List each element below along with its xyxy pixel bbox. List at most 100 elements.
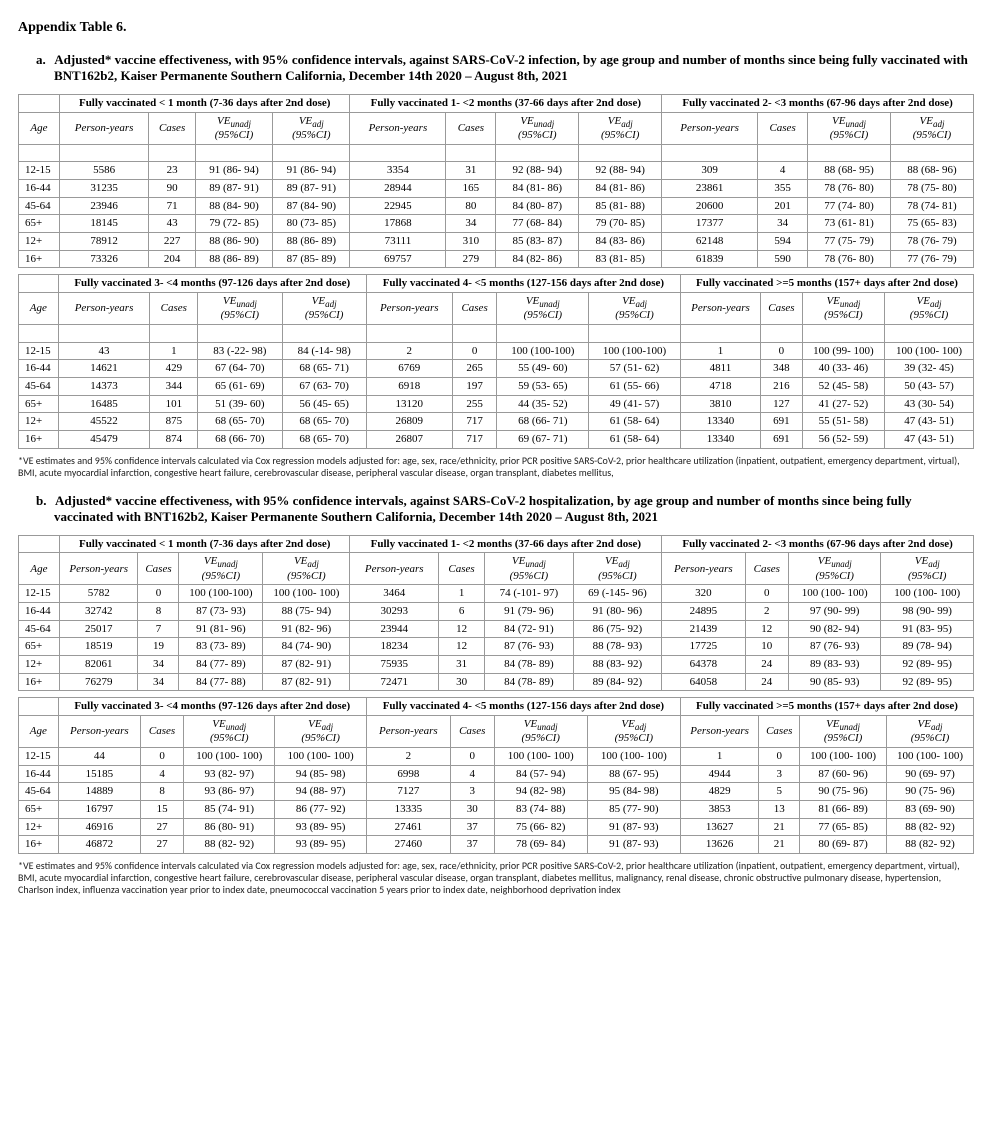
age-cell: 16-44	[19, 765, 59, 783]
data-cell: 265	[452, 360, 497, 378]
data-cell: 74 (-101- 97)	[485, 585, 574, 603]
table-row: 16+7332620488 (86- 89)87 (85- 89)6975727…	[19, 250, 974, 268]
sub-header: VEadj(95%CI)	[573, 553, 662, 585]
data-cell: 75935	[350, 655, 439, 673]
data-cell: 12	[439, 638, 485, 656]
data-cell: 100 (100- 100)	[885, 342, 974, 360]
data-cell: 16485	[58, 395, 150, 413]
age-cell: 16+	[19, 250, 60, 268]
group-header: Fully vaccinated 1- <2 months (37-66 day…	[350, 535, 662, 553]
data-cell: 41 (27- 52)	[802, 395, 884, 413]
data-cell: 14621	[58, 360, 150, 378]
data-cell: 94 (88- 97)	[275, 783, 366, 801]
data-cell: 65 (61- 69)	[198, 378, 282, 396]
data-cell: 7	[138, 620, 179, 638]
data-cell: 84 (82- 86)	[496, 250, 579, 268]
sub-header: Cases	[150, 292, 198, 324]
data-cell: 77 (74- 80)	[808, 197, 891, 215]
data-table: Fully vaccinated 3- <4 months (97-126 da…	[18, 274, 974, 448]
data-cell: 23944	[350, 620, 439, 638]
table-row: 45-641437334465 (61- 69)67 (63- 70)69181…	[19, 378, 974, 396]
data-cell: 91 (80- 96)	[573, 603, 662, 621]
data-cell: 100 (100- 100)	[789, 585, 881, 603]
data-cell: 6998	[366, 765, 450, 783]
data-cell: 78 (69- 84)	[494, 836, 587, 854]
data-cell: 30293	[350, 603, 439, 621]
data-cell: 71	[149, 197, 196, 215]
data-cell: 84 (78- 89)	[485, 655, 574, 673]
data-cell: 43	[149, 215, 196, 233]
data-cell: 344	[150, 378, 198, 396]
age-cell: 45-64	[19, 197, 60, 215]
data-cell: 6769	[366, 360, 452, 378]
data-cell: 77 (65- 85)	[800, 818, 887, 836]
data-cell: 84 (77- 89)	[179, 655, 263, 673]
data-cell: 717	[452, 413, 497, 431]
data-cell: 91 (86- 94)	[273, 162, 350, 180]
data-cell: 84 (57- 94)	[494, 765, 587, 783]
table-row: 65+1648510151 (39- 60)56 (45- 65)1312025…	[19, 395, 974, 413]
data-cell: 429	[150, 360, 198, 378]
data-cell: 25017	[59, 620, 138, 638]
data-cell: 6	[439, 603, 485, 621]
data-cell: 84 (80- 87)	[496, 197, 579, 215]
data-cell: 61839	[662, 250, 758, 268]
data-cell: 84 (81- 86)	[579, 180, 662, 198]
sub-header: VEunadj(95%CI)	[802, 292, 884, 324]
sub-header: Cases	[758, 112, 808, 144]
data-cell: 50 (43- 57)	[885, 378, 974, 396]
data-cell: 31235	[59, 180, 148, 198]
data-cell: 88 (82- 92)	[887, 818, 974, 836]
data-cell: 875	[150, 413, 198, 431]
sub-header: VEadj(95%CI)	[263, 553, 350, 585]
data-cell: 94 (85- 98)	[275, 765, 366, 783]
sub-header: Person-years	[59, 553, 138, 585]
table-row: 12+469162786 (80- 91)93 (89- 95)27461377…	[19, 818, 974, 836]
data-cell: 22945	[350, 197, 446, 215]
section-a-letter: a.	[36, 52, 46, 67]
data-cell: 85 (77- 90)	[587, 800, 680, 818]
data-cell: 78 (76- 80)	[808, 180, 891, 198]
data-cell: 100 (100- 100)	[184, 748, 275, 766]
data-cell: 88 (68- 95)	[808, 162, 891, 180]
data-cell: 201	[758, 197, 808, 215]
data-cell: 47 (43- 51)	[885, 413, 974, 431]
data-cell: 37	[450, 818, 494, 836]
data-cell: 594	[758, 233, 808, 251]
data-cell: 87 (85- 89)	[273, 250, 350, 268]
data-cell: 77 (76- 79)	[890, 250, 973, 268]
data-cell: 87 (82- 91)	[263, 655, 350, 673]
group-header: Fully vaccinated >=5 months (157+ days a…	[680, 275, 973, 293]
data-cell: 69 (-145- 96)	[573, 585, 662, 603]
data-cell: 68 (66- 70)	[198, 430, 282, 448]
age-cell: 16+	[19, 673, 60, 691]
data-cell: 4	[141, 765, 184, 783]
data-cell: 89 (87- 91)	[273, 180, 350, 198]
data-cell: 5782	[59, 585, 138, 603]
sub-header: Cases	[446, 112, 496, 144]
data-cell: 165	[446, 180, 496, 198]
group-header: Fully vaccinated < 1 month (7-36 days af…	[59, 535, 350, 553]
data-cell: 64378	[662, 655, 745, 673]
data-cell: 90 (82- 94)	[789, 620, 881, 638]
data-cell: 84 (72- 91)	[485, 620, 574, 638]
data-cell: 89 (78- 94)	[881, 638, 974, 656]
data-cell: 0	[450, 748, 494, 766]
sub-header: Cases	[759, 715, 800, 747]
section-b-footnote: *VE estimates and 95% confidence interva…	[18, 860, 974, 896]
data-cell: 77 (68- 84)	[496, 215, 579, 233]
sub-header: Person-years	[366, 715, 450, 747]
data-cell: 78 (74- 81)	[890, 197, 973, 215]
sub-header: Person-years	[350, 553, 439, 585]
data-cell: 87 (76- 93)	[789, 638, 881, 656]
age-cell: 12+	[19, 413, 59, 431]
table-row: 65+185191983 (73- 89)84 (74- 90)18234128…	[19, 638, 974, 656]
data-cell: 88 (86- 89)	[195, 250, 272, 268]
sub-header: VEunadj(95%CI)	[497, 292, 589, 324]
data-cell: 76279	[59, 673, 138, 691]
age-cell: 16+	[19, 836, 59, 854]
data-cell: 23	[149, 162, 196, 180]
data-cell: 34	[446, 215, 496, 233]
age-header: Age	[19, 553, 60, 585]
data-cell: 88 (78- 93)	[573, 638, 662, 656]
